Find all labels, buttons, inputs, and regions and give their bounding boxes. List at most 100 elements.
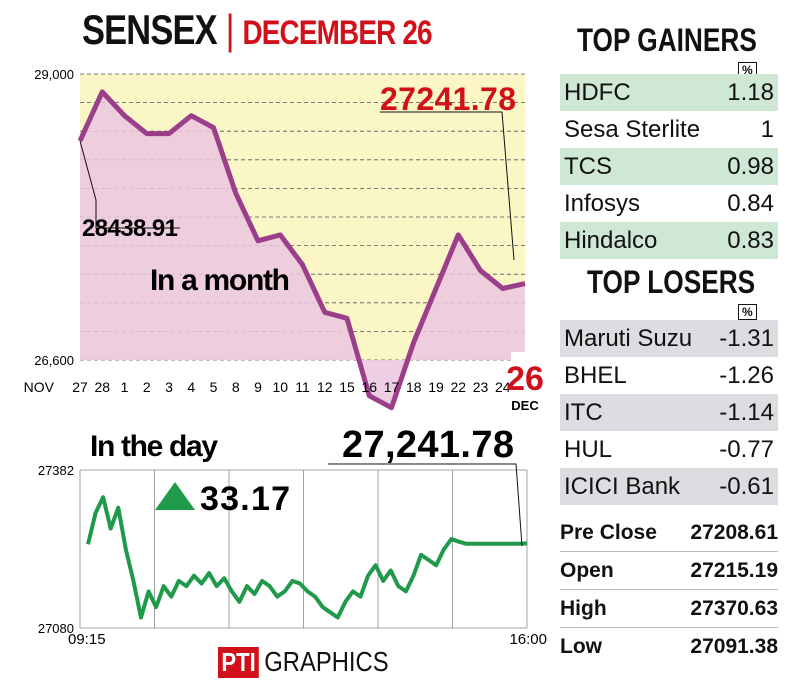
- footer-credit: PTI GRAPHICS: [218, 646, 389, 678]
- x-tick-label: 12: [317, 379, 333, 395]
- x-tick-label: 8: [232, 379, 240, 395]
- stat-value: 27215.19: [690, 558, 778, 582]
- list-item: Sesa Sterlite 1: [560, 111, 778, 148]
- company-name: TCS: [560, 148, 718, 185]
- stat-row: Low 27091.38: [560, 628, 778, 665]
- change-value: -1.14: [709, 394, 778, 431]
- x-tick-label: 4: [187, 379, 195, 395]
- change-value: -0.77: [719, 435, 774, 463]
- y-tick-label: 26,600: [34, 353, 74, 368]
- x-month-label: NOV: [24, 379, 55, 395]
- up-arrow-icon: [155, 482, 195, 510]
- change-value: 0.98: [717, 148, 778, 185]
- x-tick-label: 2: [143, 379, 151, 395]
- y-tick-label: 29,000: [34, 67, 74, 82]
- company-name: ICICI Bank: [560, 468, 710, 505]
- end-value-label: 27241.78: [380, 81, 516, 117]
- day-close-label: 27,241.78: [342, 424, 514, 466]
- pti-logo: PTI: [218, 647, 260, 678]
- stat-row: High 27370.63: [560, 590, 778, 628]
- day-change-value: 33.17: [200, 480, 290, 518]
- list-item: Maruti Suzu -1.31: [560, 320, 778, 357]
- losers-table: Maruti Suzu -1.31 BHEL -1.26 ITC -1.14 HUL -0.7…: [560, 320, 778, 505]
- list-item: TCS 0.98: [560, 148, 778, 185]
- x-tick-label: 23: [473, 379, 489, 395]
- x-tick-label: 18: [406, 379, 422, 395]
- list-item: HDFC 1.18: [560, 74, 778, 111]
- x-tick-label: 19: [428, 379, 444, 395]
- x-tick-label: 16: [361, 379, 377, 395]
- month-chart-title: In a month: [150, 264, 290, 297]
- y-tick-label: 27080: [38, 621, 74, 636]
- change-value: -1.26: [719, 361, 774, 389]
- top-losers-title: TOP LOSERS: [587, 264, 756, 300]
- company-name: Maruti Suzu: [560, 320, 710, 357]
- change-value: 0.84: [727, 189, 774, 217]
- change-value: 0.83: [717, 222, 778, 259]
- start-leader-line: [79, 140, 180, 229]
- month-series-line: [77, 89, 526, 411]
- x-tick-label: 1: [121, 379, 129, 395]
- list-item: HUL -0.77: [560, 431, 778, 468]
- list-item: ITC -1.14: [560, 394, 778, 431]
- change-value: 1.18: [717, 74, 778, 111]
- stat-value: 27208.61: [690, 520, 778, 544]
- x-tick-label: 22: [450, 379, 466, 395]
- company-name: Infosys: [564, 189, 641, 217]
- stat-label: Open: [560, 558, 614, 582]
- company-name: HUL: [564, 435, 613, 463]
- footer-text: GRAPHICS: [264, 646, 389, 677]
- stat-label: Pre Close: [560, 520, 657, 544]
- x-tick-label: 10: [272, 379, 288, 395]
- month-area: [80, 91, 525, 408]
- close-leader-line: [328, 463, 523, 547]
- day-chart-title: In the day: [90, 430, 218, 463]
- end-date-box: [511, 352, 539, 394]
- page-title: SENSEX | DECEMBER 26: [82, 6, 433, 54]
- list-item: Hindalco 0.83: [560, 222, 778, 259]
- top-gainers-title: TOP GAINERS: [577, 22, 757, 58]
- stat-value: 27091.38: [690, 634, 778, 658]
- stat-value: 27370.63: [690, 596, 778, 620]
- x-tick-label: 24: [495, 379, 511, 395]
- list-item: Infosys 0.84: [560, 185, 778, 222]
- title-date: DECEMBER 26: [242, 14, 432, 52]
- company-name: ITC: [560, 394, 710, 431]
- losers-unit: %: [738, 304, 757, 320]
- x-tick-label: 9: [254, 379, 262, 395]
- x-tick-label: 3: [165, 379, 173, 395]
- company-name: Hindalco: [560, 222, 718, 259]
- x-tick-label: 17: [384, 379, 400, 395]
- company-name: HDFC: [560, 74, 718, 111]
- title-text: SENSEX: [82, 6, 218, 53]
- gainers-table: HDFC 1.18 Sesa Sterlite 1 TCS 0.98 Infosys 0.84…: [560, 74, 778, 259]
- day-series-line: [86, 495, 528, 620]
- company-name: Sesa Sterlite: [564, 115, 701, 143]
- end-leader-line: [380, 111, 515, 261]
- stat-row: Open 27215.19: [560, 552, 778, 590]
- list-item: BHEL -1.26: [560, 357, 778, 394]
- x-end-label: 16:00: [509, 631, 547, 646]
- title-separator: |: [225, 6, 235, 53]
- stat-label: High: [560, 596, 607, 620]
- change-value: -1.31: [709, 320, 778, 357]
- x-tick-label: 27: [72, 379, 88, 395]
- change-value: 1: [760, 115, 774, 143]
- company-name: BHEL: [564, 361, 627, 389]
- x-tick-label: 15: [339, 379, 355, 395]
- change-value: -0.61: [709, 468, 778, 505]
- x-tick-label: 26: [506, 360, 544, 398]
- x-tick-label: 11: [295, 379, 310, 395]
- day-chart: 27382 27080 In the day 33.17 27,241.78 09:15…: [38, 424, 547, 646]
- x-end-month-label: DEC: [511, 398, 539, 413]
- y-tick-label: 27382: [38, 463, 74, 478]
- x-tick-label: 5: [210, 379, 218, 395]
- stat-row: Pre Close 27208.61: [560, 514, 778, 552]
- x-start-label: 09:15: [68, 631, 106, 646]
- list-item: ICICI Bank -0.61: [560, 468, 778, 505]
- start-value-label: 28438.91: [82, 215, 178, 242]
- stats-block: Pre Close 27208.61 Open 27215.19 High 27370…: [560, 514, 778, 665]
- x-tick-label: 28: [94, 379, 110, 395]
- stat-label: Low: [560, 634, 602, 658]
